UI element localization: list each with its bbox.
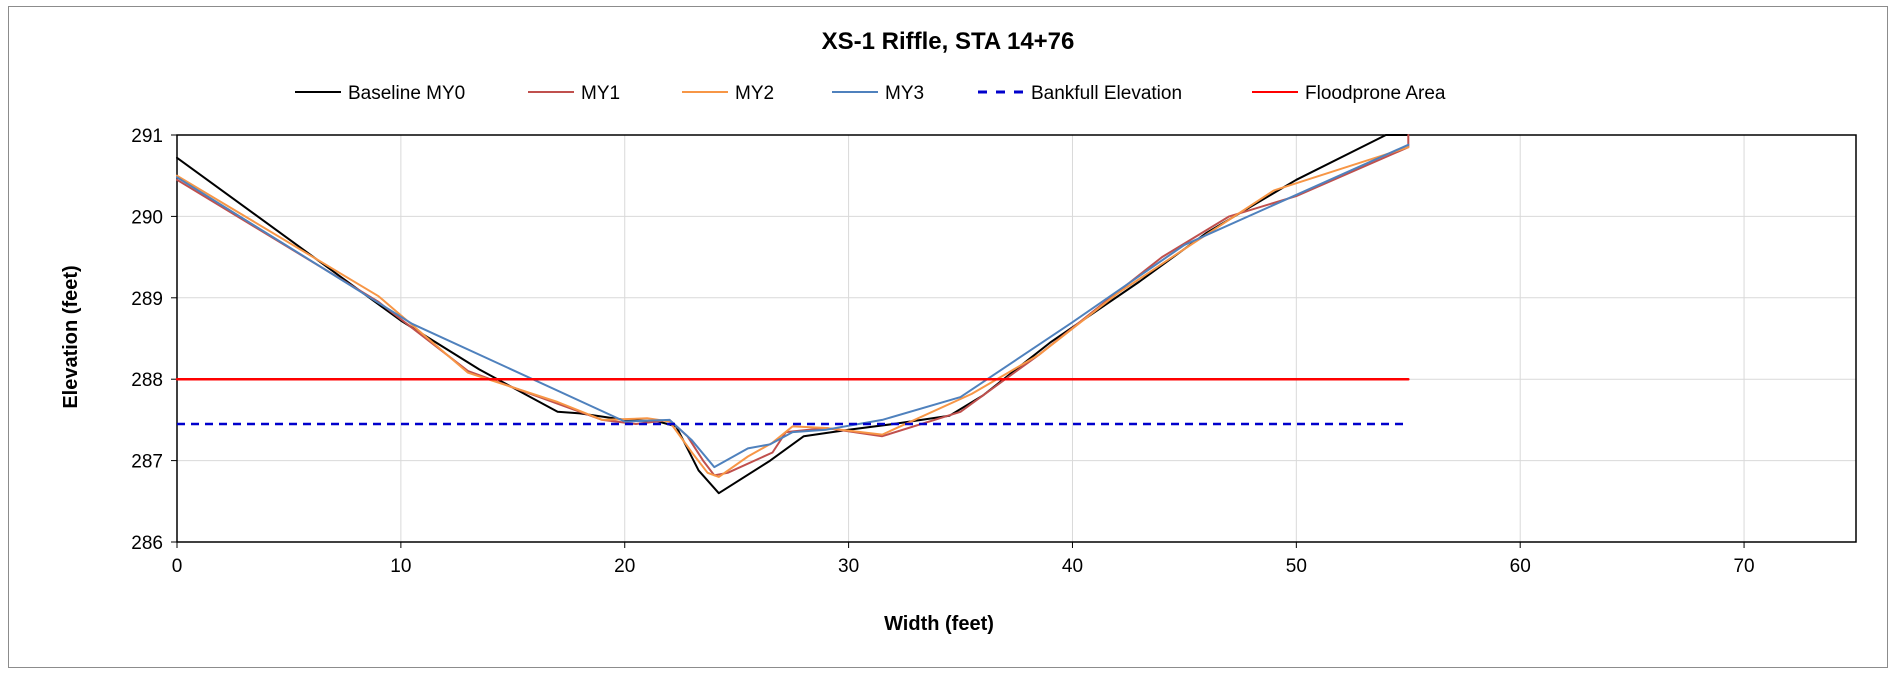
legend-item-my3: MY3 — [832, 83, 924, 104]
x-tick-label: 20 — [614, 556, 635, 577]
x-tick-label: 0 — [172, 556, 183, 577]
legend-label: Bankfull Elevation — [1031, 83, 1182, 104]
series-line-my3 — [176, 143, 1410, 469]
legend-label: Baseline MY0 — [348, 83, 465, 104]
legend-item-my1: MY1 — [528, 83, 620, 104]
x-tick-label: 60 — [1510, 556, 1531, 577]
series-line-my2 — [176, 146, 1410, 478]
y-tick-label: 291 — [131, 126, 163, 147]
axis-ticks: 0 10 20 30 40 50 60 70 286 287 288 289 290 291 — [131, 126, 1754, 577]
y-tick-label: 286 — [131, 533, 163, 554]
x-tick-label: 40 — [1062, 556, 1083, 577]
series-lines — [175, 134, 1410, 495]
x-tick-label: 30 — [838, 556, 859, 577]
legend-label: MY3 — [885, 83, 924, 104]
legend-item-baseline-my0: Baseline MY0 — [295, 83, 465, 104]
x-tick-label: 50 — [1286, 556, 1307, 577]
y-tick-label: 290 — [131, 207, 163, 228]
legend: Baseline MY0 MY1 MY2 MY3 Bankfull Elevation F… — [295, 83, 1446, 104]
legend-label: Floodprone Area — [1305, 83, 1446, 104]
grid — [177, 135, 1856, 542]
legend-label: MY1 — [581, 83, 620, 104]
y-tick-label: 289 — [131, 289, 163, 310]
plot-area — [176, 134, 1857, 543]
legend-item-floodprone-area: Floodprone Area — [1252, 83, 1446, 104]
y-tick-label: 287 — [131, 452, 163, 473]
x-axis-title: Width (feet) — [884, 613, 994, 635]
y-tick-label: 288 — [131, 370, 163, 391]
x-tick-label: 70 — [1733, 556, 1754, 577]
legend-item-bankfull-elevation: Bankfull Elevation — [978, 83, 1182, 104]
y-axis-title: Elevation (feet) — [60, 265, 82, 408]
x-tick-label: 10 — [390, 556, 411, 577]
chart-title: XS-1 Riffle, STA 14+76 — [822, 28, 1075, 55]
legend-label: MY2 — [735, 83, 774, 104]
legend-item-my2: MY2 — [682, 83, 774, 104]
series-line-baseline-my0 — [176, 134, 1410, 495]
chart-frame — [8, 6, 1888, 668]
